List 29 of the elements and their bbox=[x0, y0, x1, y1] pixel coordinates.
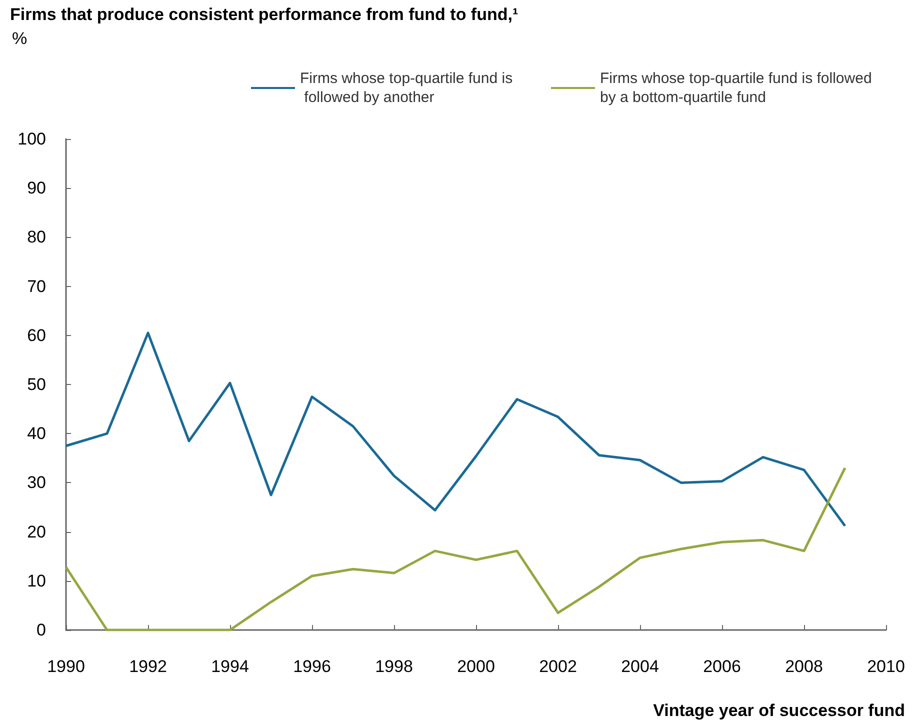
line-series bbox=[64, 466, 846, 632]
x-tick-label: 2000 bbox=[457, 657, 495, 676]
x-tick-label: 2002 bbox=[539, 657, 577, 676]
x-tick-label: 2006 bbox=[703, 657, 741, 676]
line-series bbox=[64, 332, 846, 528]
y-tick-label: 0 bbox=[36, 620, 46, 640]
y-tick-label: 70 bbox=[27, 276, 46, 296]
y-tick-label: 10 bbox=[27, 571, 46, 590]
y-tick-label: 40 bbox=[27, 424, 46, 444]
legend-label: Firms whose top-quartile fund is followed by another bbox=[300, 70, 513, 106]
y-tick-label: 80 bbox=[27, 228, 46, 247]
x-tick-label: 2004 bbox=[621, 657, 659, 676]
y-axis-title: % bbox=[12, 29, 28, 48]
x-tick-label: 1996 bbox=[293, 657, 331, 676]
x-tick-label: 2008 bbox=[785, 657, 823, 676]
x-tick-label: 1992 bbox=[129, 657, 167, 676]
y-tick-label: 50 bbox=[27, 375, 46, 394]
legend-label: Firms whose top-quartile fund is followed by a bottom-quartile fund bbox=[600, 70, 876, 106]
x-tick-label: 1994 bbox=[211, 657, 249, 676]
y-tick-label: 90 bbox=[27, 178, 46, 198]
y-tick-label: 20 bbox=[27, 522, 46, 542]
chart-title: Firms that produce consistent performance from fund to fund,¹ bbox=[10, 5, 518, 24]
x-axis-title: Vintage year of successor fund bbox=[653, 701, 905, 720]
y-tick-label: 60 bbox=[27, 326, 46, 345]
x-tick-label: 2010 bbox=[867, 657, 905, 676]
x-tick-label: 1990 bbox=[47, 657, 85, 676]
y-tick-label: 100 bbox=[18, 130, 46, 148]
x-tick-label: 1998 bbox=[375, 657, 413, 676]
y-tick-label: 30 bbox=[27, 473, 46, 492]
